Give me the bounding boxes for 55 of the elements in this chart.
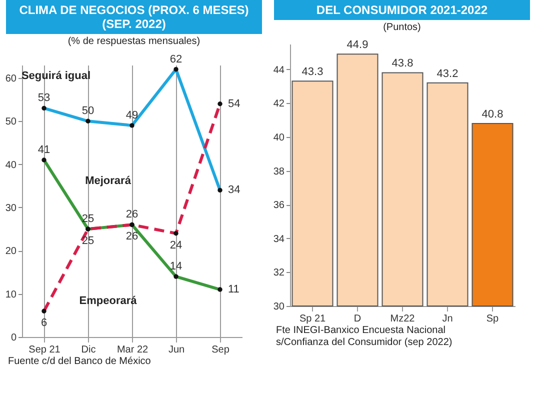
chart-title: CLIMA DE NEGOCIOS (PROX. 6 MESES) (SEP. 2022) bbox=[6, 0, 262, 34]
chart-subtitle: (Puntos) bbox=[382, 22, 422, 33]
x-tick-label: D bbox=[354, 314, 362, 324]
series-label: Mejorará bbox=[85, 175, 132, 188]
x-tick-label: Mar 22 bbox=[116, 344, 148, 356]
text: Empeorará bbox=[79, 295, 138, 308]
x-tick-label: Sp 21 bbox=[299, 314, 326, 324]
y-tick-label: 0 bbox=[10, 332, 17, 344]
y-tick-label: 36 bbox=[273, 200, 285, 212]
y-tick-label: 20 bbox=[5, 246, 17, 258]
x-tick-label: Sp bbox=[486, 314, 500, 324]
chart-subtitle: (% de respuestas mensuales) bbox=[66, 36, 202, 47]
x-tick-label: Sep bbox=[212, 344, 230, 356]
data-label: 53 bbox=[38, 92, 50, 104]
x-tick-label: Jn bbox=[442, 314, 453, 324]
data-label: 49 bbox=[126, 109, 138, 122]
data-label: 24 bbox=[170, 239, 182, 252]
y-tick-label: 44 bbox=[273, 64, 285, 76]
y-tick-label: 40 bbox=[273, 132, 285, 144]
x-tick-label: Mz22 bbox=[390, 314, 416, 324]
text: Seguirá igual bbox=[21, 70, 91, 82]
data-label: 25 bbox=[82, 235, 94, 248]
data-label: 25 bbox=[82, 213, 94, 226]
data-label: 62 bbox=[170, 53, 182, 66]
data-label: 43.8 bbox=[392, 58, 414, 70]
y-tick-label: 34 bbox=[273, 234, 285, 245]
y-tick-label: 38 bbox=[273, 166, 285, 178]
data-label: 41 bbox=[38, 144, 50, 156]
data-label: 40.8 bbox=[482, 108, 504, 120]
y-tick-label: 30 bbox=[273, 302, 285, 312]
chart-title: DEL CONSUMIDOR 2021-2022 bbox=[274, 0, 530, 20]
text: s/Confianza del Consumidor (sep 2022) bbox=[275, 337, 454, 349]
x-tick-label: Dic bbox=[81, 344, 96, 356]
data-label: 6 bbox=[40, 317, 48, 330]
data-label: 26 bbox=[126, 208, 138, 221]
text: Fte INEGI-Banxico Encuesta Nacional bbox=[275, 325, 447, 337]
data-label: 34 bbox=[228, 184, 240, 196]
source-note: Fuente c/d del Banco de México bbox=[7, 356, 152, 368]
y-tick-label: 42 bbox=[273, 98, 285, 110]
data-label: 50 bbox=[82, 105, 94, 118]
y-tick-label: 30 bbox=[5, 202, 17, 214]
data-label: 54 bbox=[228, 98, 240, 110]
data-label: 11 bbox=[228, 284, 240, 296]
y-tick-label: 32 bbox=[273, 268, 285, 279]
x-tick-label: Sep 21 bbox=[28, 344, 61, 356]
y-tick-label: 40 bbox=[5, 160, 17, 171]
data-label: 26 bbox=[126, 230, 138, 243]
data-label: 14 bbox=[170, 260, 182, 273]
y-tick-label: 50 bbox=[5, 116, 17, 128]
data-label: 44.9 bbox=[346, 39, 368, 52]
x-tick-label: Jun bbox=[168, 344, 185, 356]
y-tick-label: 10 bbox=[5, 289, 17, 300]
data-label: 43.3 bbox=[302, 66, 324, 78]
y-tick-label: 60 bbox=[5, 73, 17, 84]
data-label: 43.2 bbox=[436, 68, 458, 80]
